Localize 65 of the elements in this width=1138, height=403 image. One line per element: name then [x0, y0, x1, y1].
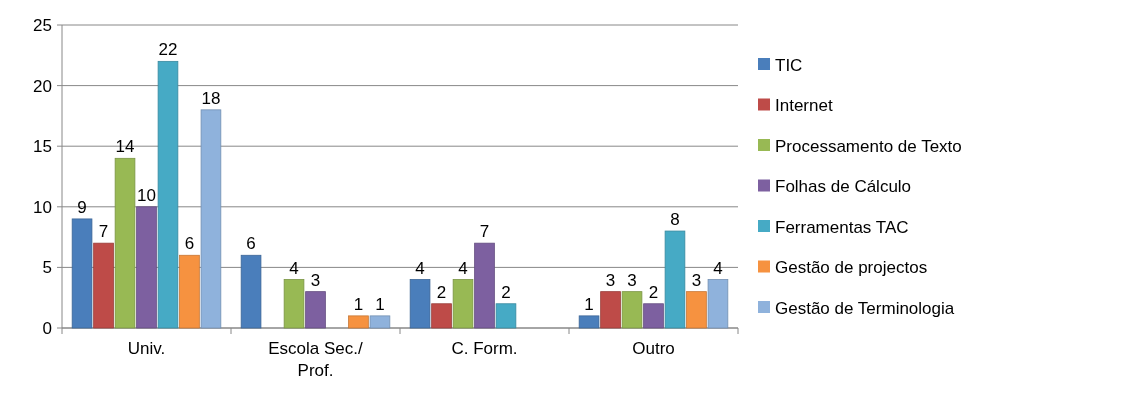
- data-label: 7: [98, 222, 109, 242]
- data-label: 3: [605, 270, 616, 290]
- bar: [71, 218, 93, 329]
- bar: [707, 279, 729, 329]
- bar: [136, 206, 157, 329]
- data-label: 4: [289, 258, 299, 278]
- data-label: 7: [479, 222, 490, 242]
- bar: [686, 291, 707, 329]
- legend-label: Internet: [775, 96, 833, 116]
- y-tick-label: 0: [42, 318, 52, 338]
- bar: [157, 60, 179, 329]
- bar: [578, 315, 600, 329]
- bar: [474, 242, 495, 329]
- bar: [240, 254, 262, 329]
- data-label: 1: [353, 294, 364, 314]
- legend-label: Processamento de Texto: [775, 136, 962, 156]
- bar: [452, 279, 474, 329]
- x-tick-label: Outro: [632, 339, 675, 358]
- data-label: 22: [158, 40, 178, 60]
- bar: [179, 254, 200, 329]
- legend-label: Folhas de Cálculo: [775, 177, 912, 197]
- y-tick-label: 20: [33, 76, 52, 96]
- data-label: 6: [184, 234, 195, 254]
- bar: [283, 279, 305, 329]
- legend-label: Ferramentas TAC: [775, 217, 909, 237]
- data-label: 1: [375, 294, 385, 314]
- data-label: 4: [415, 258, 425, 278]
- legend-label: Gestão de Terminologia: [775, 298, 955, 318]
- data-label: 1: [584, 294, 594, 314]
- bar: [200, 109, 222, 329]
- data-label: 2: [648, 282, 659, 302]
- data-label: 4: [713, 258, 723, 278]
- bar: [664, 230, 686, 329]
- y-tick-label: 15: [33, 137, 52, 157]
- bar: [643, 303, 664, 329]
- bar: [495, 303, 517, 329]
- bar: [93, 242, 114, 329]
- data-label: 14: [115, 137, 135, 157]
- bar: [305, 291, 326, 329]
- bar: [431, 303, 452, 329]
- legend-label: Gestão de projectos: [775, 258, 928, 278]
- bar: [369, 315, 391, 329]
- y-tick-label: 5: [42, 258, 52, 278]
- data-label: 9: [77, 197, 87, 217]
- x-tick-label: Univ.: [127, 339, 166, 358]
- bar: [621, 291, 643, 329]
- y-tick-label: 10: [33, 197, 52, 217]
- data-label: 3: [627, 270, 637, 290]
- bar: [348, 315, 369, 329]
- x-tick-label: C. Form.: [451, 339, 518, 358]
- data-label: 10: [137, 185, 156, 205]
- data-label: 2: [436, 282, 447, 302]
- x-tick-label: Escola Sec./ Prof.: [268, 339, 364, 380]
- bar: [409, 279, 431, 329]
- bar: [114, 157, 136, 329]
- data-label: 3: [310, 270, 321, 290]
- data-label: 18: [201, 88, 221, 108]
- data-label: 3: [691, 270, 702, 290]
- data-label: 4: [458, 258, 468, 278]
- legend-label: TIC: [775, 55, 803, 75]
- data-label: 6: [246, 234, 256, 254]
- data-label: 2: [501, 282, 511, 302]
- bar: [600, 291, 621, 329]
- data-label: 8: [670, 210, 680, 230]
- y-tick-label: 25: [33, 15, 52, 35]
